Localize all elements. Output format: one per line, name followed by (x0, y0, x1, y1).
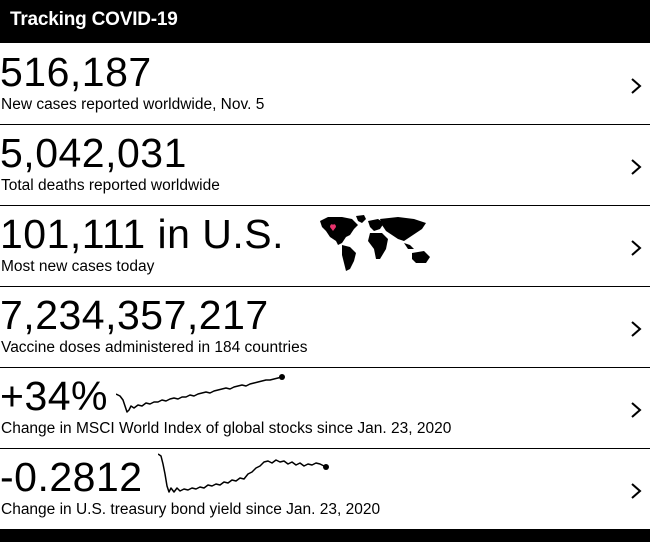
sparkline-chart (116, 374, 285, 413)
stat-caption: New cases reported worldwide, Nov. 5 (1, 96, 265, 113)
stat-value: +34% (0, 373, 109, 419)
stat-caption: Most new cases today (1, 258, 155, 275)
footer-bar (0, 530, 650, 542)
header-title: Tracking COVID-19 (10, 9, 178, 30)
stat-row-total-deaths[interactable]: 5,042,031 Total deaths reported worldwid… (0, 125, 650, 206)
chevron-right-icon[interactable] (628, 318, 644, 340)
chevron-right-icon[interactable] (628, 156, 644, 178)
stat-caption: Total deaths reported worldwide (1, 177, 220, 194)
stat-value: 7,234,357,217 (0, 292, 269, 338)
stat-value: 516,187 (0, 49, 152, 95)
stat-row-treasury-yield[interactable]: -0.2812 Change in U.S. treasury bond yie… (0, 449, 650, 530)
stat-caption: Change in U.S. treasury bond yield since… (1, 501, 381, 518)
sparkline-chart (158, 453, 329, 493)
chevron-right-icon[interactable] (628, 75, 644, 97)
header-bar: Tracking COVID-19 (0, 0, 650, 43)
stat-caption: Change in MSCI World Index of global sto… (1, 420, 452, 437)
stat-value: -0.2812 (0, 454, 143, 500)
stat-value: 5,042,031 (0, 130, 187, 176)
world-map-icon (320, 215, 430, 271)
stat-value: 101,111 in U.S. (0, 211, 285, 257)
stat-row-msci-world[interactable]: +34% Change in MSCI World Index of globa… (0, 368, 650, 449)
chevron-right-icon[interactable] (628, 480, 644, 502)
stat-row-new-cases[interactable]: 516,187 New cases reported worldwide, No… (0, 44, 650, 125)
chevron-right-icon[interactable] (628, 399, 644, 421)
stat-row-vaccine-doses[interactable]: 7,234,357,217 Vaccine doses administered… (0, 287, 650, 368)
chevron-right-icon[interactable] (628, 237, 644, 259)
stat-caption: Vaccine doses administered in 184 countr… (1, 339, 308, 356)
stat-row-most-new-cases[interactable]: 101,111 in U.S. Most new cases today (0, 206, 650, 287)
